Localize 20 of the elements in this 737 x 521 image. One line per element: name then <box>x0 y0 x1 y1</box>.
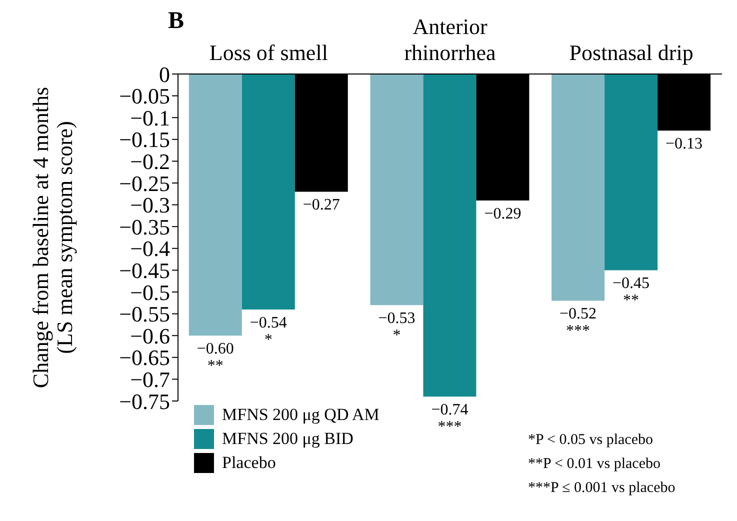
legend-label: Placebo <box>222 453 276 473</box>
x-tick-label: Anterior rhinorrhea <box>404 14 496 65</box>
text: **P < 0.01 vs placebo <box>528 455 662 474</box>
data-label: −0.27 <box>302 196 340 214</box>
x-tick-label: Loss of smell <box>209 40 328 65</box>
legend-label: MFNS 200 μg QD AM <box>222 405 380 425</box>
chart-title: B <box>168 8 184 35</box>
data-label: −0.29 <box>484 205 522 222</box>
text: *P < 0.05 vs placebo <box>528 431 654 450</box>
data-label: −0.74 *** <box>431 402 468 436</box>
data-label: −0.52 *** <box>560 306 597 340</box>
data-label: −0.54 * <box>250 314 287 348</box>
text: ***P ≤ 0.001 vs placebo <box>528 479 676 498</box>
data-label: −0.45 ** <box>612 275 650 310</box>
data-label: −0.53 * <box>378 310 416 344</box>
data-label: −0.60 ** <box>196 340 234 375</box>
legend-label: MFNS 200 μg BID <box>222 429 354 449</box>
y-axis-title: Change from baseline at 4 months (LS mean symptom score) <box>28 86 77 388</box>
data-label: −0.13 <box>666 136 703 153</box>
x-tick-label: Postnasal drip <box>569 40 694 65</box>
